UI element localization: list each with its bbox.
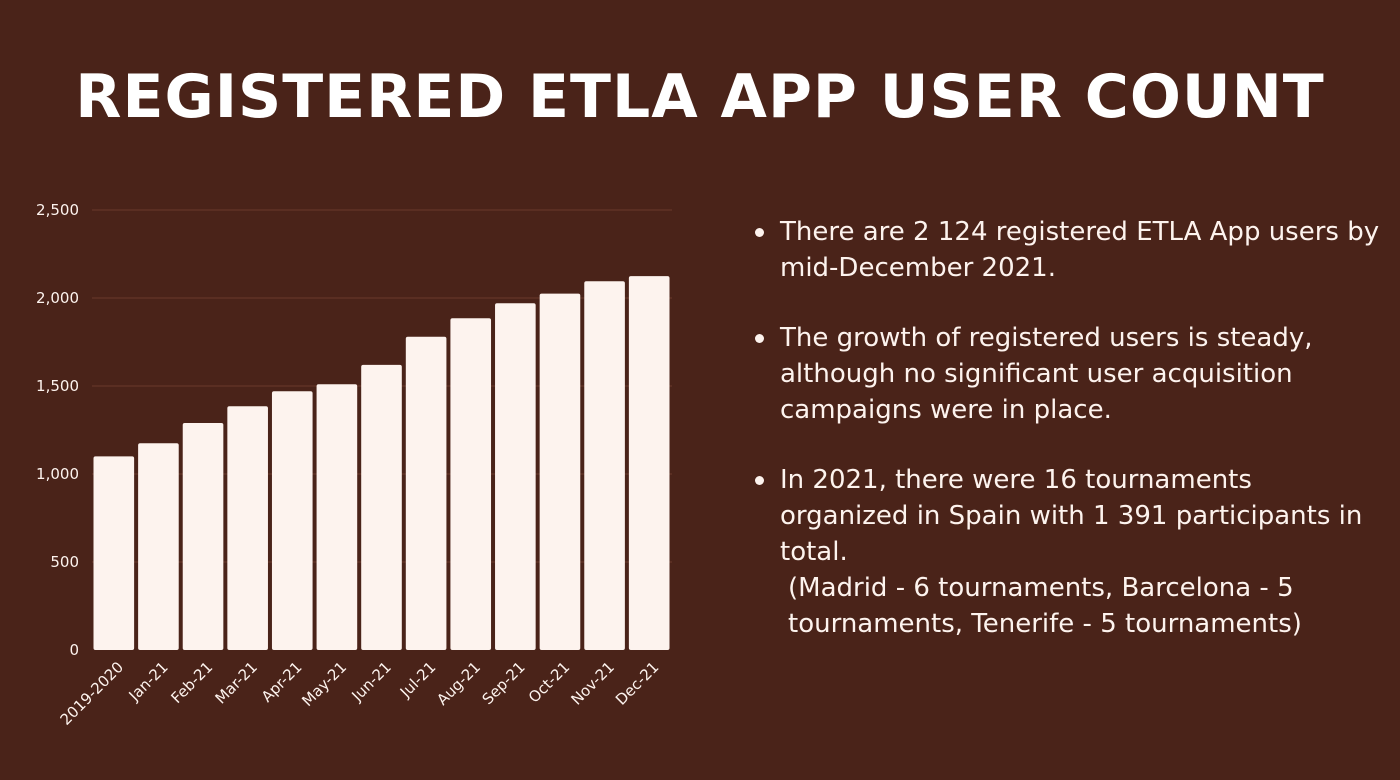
- y-tick-label: 2,500: [36, 201, 79, 219]
- x-tick-label: Apr-21: [258, 658, 306, 706]
- x-tick-label: Jan-21: [125, 658, 172, 705]
- bullet-growth: The growth of registered users is steady…: [752, 320, 1382, 428]
- bar: [584, 281, 625, 650]
- bar: [361, 364, 402, 650]
- bar: [93, 456, 135, 650]
- bar: [405, 336, 447, 650]
- y-tick-label: 500: [50, 553, 79, 571]
- summary-bullets: There are 2 124 registered ETLA App user…: [752, 214, 1382, 676]
- bar: [138, 443, 179, 650]
- x-tick-label: 2019-2020: [57, 658, 128, 729]
- x-tick-label: Nov-21: [567, 658, 617, 708]
- bar: [182, 422, 224, 650]
- x-tick-label: Mar-21: [212, 658, 261, 707]
- x-tick-label: May-21: [298, 658, 350, 710]
- x-tick-label: Sep-21: [479, 658, 529, 708]
- bullet-user-count: There are 2 124 registered ETLA App user…: [752, 214, 1382, 286]
- bullet-text: The growth of registered users is steady…: [780, 323, 1313, 425]
- y-tick-label: 0: [69, 641, 79, 659]
- bullet-text: There are 2 124 registered ETLA App user…: [780, 217, 1380, 283]
- bar: [271, 391, 313, 650]
- y-tick-label: 2,000: [36, 289, 79, 307]
- x-tick-label: Oct-21: [525, 658, 573, 706]
- bullet-text: In 2021, there were 16 tournaments organ…: [780, 465, 1363, 567]
- x-tick-label: Dec-21: [612, 658, 663, 709]
- y-tick-label: 1,000: [36, 465, 79, 483]
- y-tick-label: 1,500: [36, 377, 79, 395]
- x-tick-label: Jul-21: [396, 658, 440, 702]
- bullet-tournaments: In 2021, there were 16 tournaments organ…: [752, 462, 1382, 642]
- x-tick-label: Feb-21: [168, 658, 217, 707]
- bar: [316, 384, 358, 650]
- page-title: REGISTERED ETLA APP USER COUNT: [75, 62, 1325, 132]
- bar-chart: 0 500 1,000 1,500 2,000 2,500 2019-2020Jan-21F…: [36, 201, 672, 729]
- bullet-note: (Madrid - 6 tournaments, Barcelona - 5 t…: [788, 573, 1302, 639]
- bar: [495, 303, 536, 650]
- bar: [539, 293, 581, 650]
- bar: [227, 406, 268, 650]
- bar: [450, 318, 492, 650]
- x-tick-label: Jun-21: [347, 658, 394, 705]
- bar: [628, 276, 670, 650]
- x-tick-label: Aug-21: [433, 658, 484, 709]
